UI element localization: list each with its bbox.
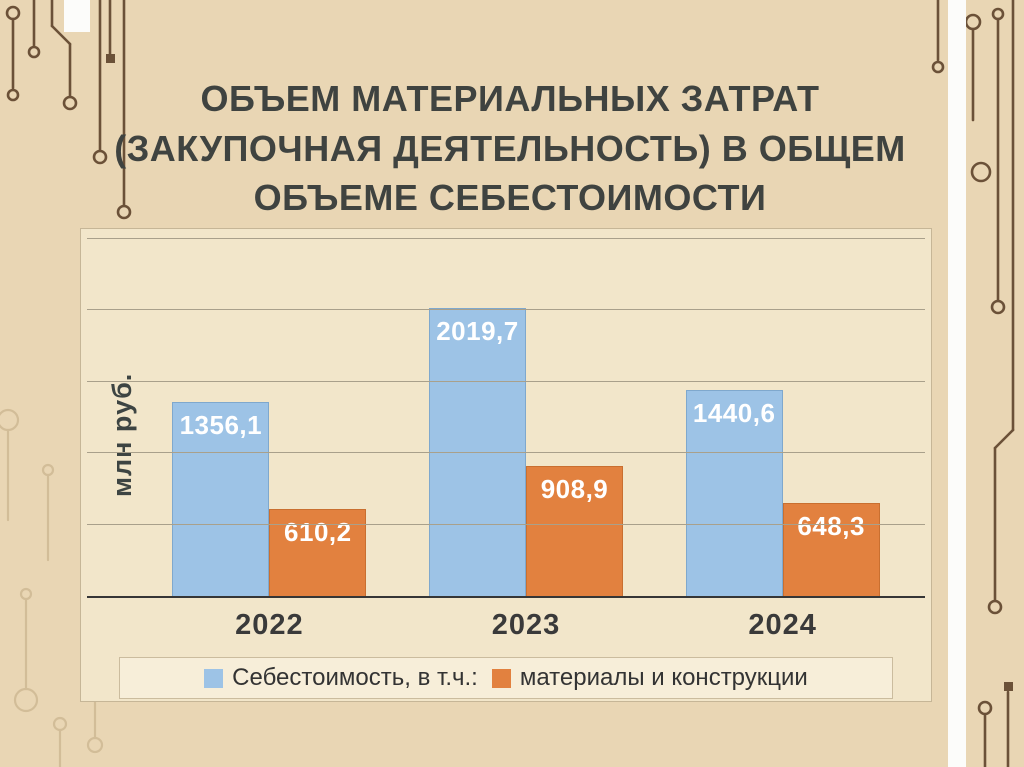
legend-label: материалы и конструкции (519, 664, 808, 691)
bar-value-label: 2019,7 (436, 315, 519, 346)
x-axis-labels: 2022 2023 2024 (141, 609, 911, 642)
plot-area: 1356,1 610,2 2019,7 908,9 1440,6 648,3 (87, 238, 925, 596)
gridline (87, 523, 925, 525)
slide-title-line-2: (ЗАКУПОЧНАЯ ДЕЯТЕЛЬНОСТЬ) В ОБЩЕМ (114, 127, 906, 169)
template-accent-top-left (64, 0, 90, 32)
slide-title-line-1: ОБЪЕМ МАТЕРИАЛЬНЫХ ЗАТРАТ (200, 78, 820, 119)
bar-2023-series-1: 908,9 (525, 466, 623, 596)
slide-title-line-3: ОБЪЕМЕ СЕБЕСТОИМОСТИ (253, 177, 767, 219)
bar-value-label: 1356,1 (179, 410, 263, 441)
legend-swatch (204, 668, 224, 688)
legend-item-0: Себестоимость, в т.ч.: (204, 664, 478, 692)
gridline (87, 452, 925, 454)
gridline (87, 238, 925, 239)
bar-value-label: 1440,6 (692, 398, 776, 429)
bars: 1356,1 610,2 2019,7 908,9 1440,6 648,3 (141, 239, 911, 596)
bar-2024-series-1: 648,3 (782, 503, 880, 596)
legend-label: Себестоимость, в т.ч.: (232, 664, 478, 691)
bar-2022-series-0: 1356,1 (172, 402, 270, 596)
bar-2022-series-1: 610,2 (269, 508, 367, 596)
bar-2023-series-0: 2019,7 (428, 307, 526, 596)
x-axis-label-2024: 2024 (748, 609, 817, 641)
bar-group-2024: 1440,6 648,3 (685, 239, 880, 596)
x-axis-line (87, 596, 925, 598)
gridline (87, 309, 925, 311)
bar-2024-series-0: 1440,6 (685, 390, 783, 596)
slide-title: ОБЪЕМ МАТЕРИАЛЬНЫХ ЗАТРАТ (ЗАКУПОЧНАЯ ДЕ… (90, 74, 930, 223)
legend-item-1: материалы и конструкции (491, 664, 808, 692)
template-accent-right (948, 0, 966, 767)
bar-group-2022: 1356,1 610,2 (172, 239, 367, 596)
chart-panel: млн руб. 1356,1 610,2 2019,7 908,9 1440,6 648… (80, 228, 932, 702)
gridline (87, 380, 925, 382)
bar-value-label: 610,2 (284, 516, 352, 547)
legend: Себестоимость, в т.ч.: материалы и констр… (119, 657, 893, 699)
x-axis-label-2023: 2023 (491, 609, 561, 641)
bar-group-2023: 2019,7 908,9 (428, 239, 623, 596)
bar-value-label: 648,3 (797, 511, 865, 542)
legend-swatch (491, 668, 511, 688)
x-axis-label-2022: 2022 (235, 609, 304, 641)
bar-value-label: 908,9 (540, 474, 609, 505)
